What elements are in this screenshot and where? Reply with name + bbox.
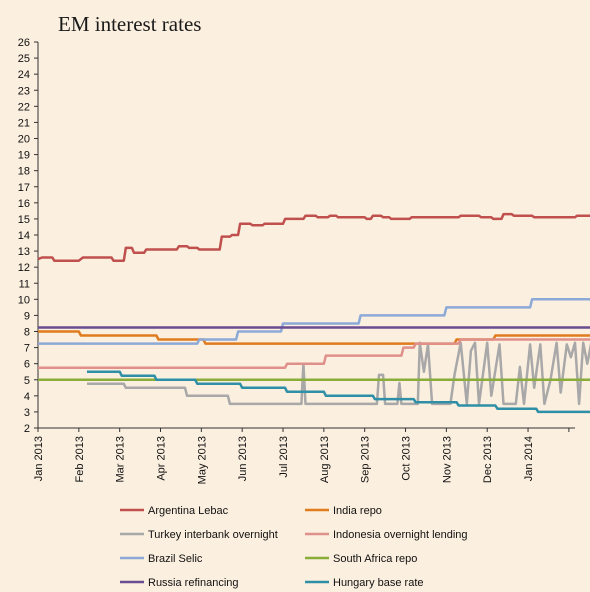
y-tick-label: 26 — [18, 37, 30, 49]
x-tick-label: Oct 2013 — [401, 436, 413, 481]
y-tick-label: 24 — [18, 69, 30, 81]
series-line-hungary-base-rate — [87, 370, 590, 414]
legend: Argentina Lebac India repo Turkey interban… — [120, 505, 468, 589]
y-tick-label: 8 — [24, 327, 30, 339]
y-tick-label: 17 — [18, 182, 30, 194]
x-tick-label: Jan 2014 — [523, 436, 535, 481]
x-tick-label: Apr 2013 — [156, 436, 168, 481]
axes-group: 2345678910111213141516171819202122232425… — [18, 37, 575, 484]
series-line-turkey-interbank-overnight — [87, 341, 590, 406]
y-tick-label: 13 — [18, 246, 30, 258]
legend-label-india-repo: India repo — [333, 505, 382, 517]
y-tick-label: 22 — [18, 101, 30, 113]
x-tick-label: Mar 2013 — [115, 436, 127, 482]
x-tick-label: Sep 2013 — [360, 436, 372, 483]
y-tick-label: 5 — [24, 375, 30, 387]
series-line-india-repo — [38, 330, 590, 345]
y-tick-label: 4 — [24, 391, 30, 403]
y-tick-label: 23 — [18, 85, 30, 97]
chart-title: EM interest rates — [58, 12, 202, 36]
legend-label-argentina-lebac: Argentina Lebac — [148, 505, 229, 517]
legend-label-russia-refinancing: Russia refinancing — [148, 577, 239, 589]
x-tick-label: Jan 2013 — [33, 436, 45, 481]
y-tick-label: 3 — [24, 407, 30, 419]
x-tick-label: May 2013 — [196, 436, 208, 484]
legend-label-indonesia-overnight-lending: Indonesia overnight lending — [333, 529, 468, 541]
y-tick-label: 2 — [24, 423, 30, 435]
y-tick-label: 19 — [18, 150, 30, 162]
y-tick-label: 12 — [18, 262, 30, 274]
y-tick-label: 11 — [19, 278, 30, 290]
legend-label-brazil-selic: Brazil Selic — [148, 553, 203, 565]
series-group — [37, 212, 590, 414]
y-tick-label: 7 — [24, 343, 30, 355]
y-tick-label: 10 — [18, 294, 30, 306]
y-tick-label: 6 — [24, 359, 30, 371]
x-tick-label: Dec 2013 — [482, 436, 494, 483]
legend-label-hungary-base-rate: Hungary base rate — [333, 577, 424, 589]
y-tick-label: 14 — [18, 230, 30, 242]
x-tick-label: Jul 2013 — [278, 436, 290, 478]
legend-label-south-africa-repo: South Africa repo — [333, 553, 417, 565]
x-tick-label: Jun 2013 — [237, 436, 249, 481]
y-tick-label: 20 — [18, 134, 30, 146]
y-tick-label: 25 — [18, 53, 30, 65]
y-tick-label: 15 — [18, 214, 30, 226]
y-tick-label: 16 — [18, 198, 30, 210]
y-tick-label: 9 — [24, 310, 30, 322]
y-tick-label: 18 — [18, 166, 30, 178]
legend-label-turkey-interbank-overnight: Turkey interbank overnight — [148, 529, 278, 541]
series-line-south-africa-repo — [38, 378, 590, 382]
x-tick-label: Nov 2013 — [441, 436, 453, 483]
series-line-argentina-lebac — [37, 212, 590, 262]
series-line-brazil-selic — [38, 298, 590, 345]
y-tick-label: 21 — [18, 117, 30, 129]
x-tick-label: Feb 2013 — [74, 436, 86, 482]
series-line-indonesia-overnight-lending — [38, 338, 590, 369]
x-tick-label: Aug 2013 — [319, 436, 331, 483]
